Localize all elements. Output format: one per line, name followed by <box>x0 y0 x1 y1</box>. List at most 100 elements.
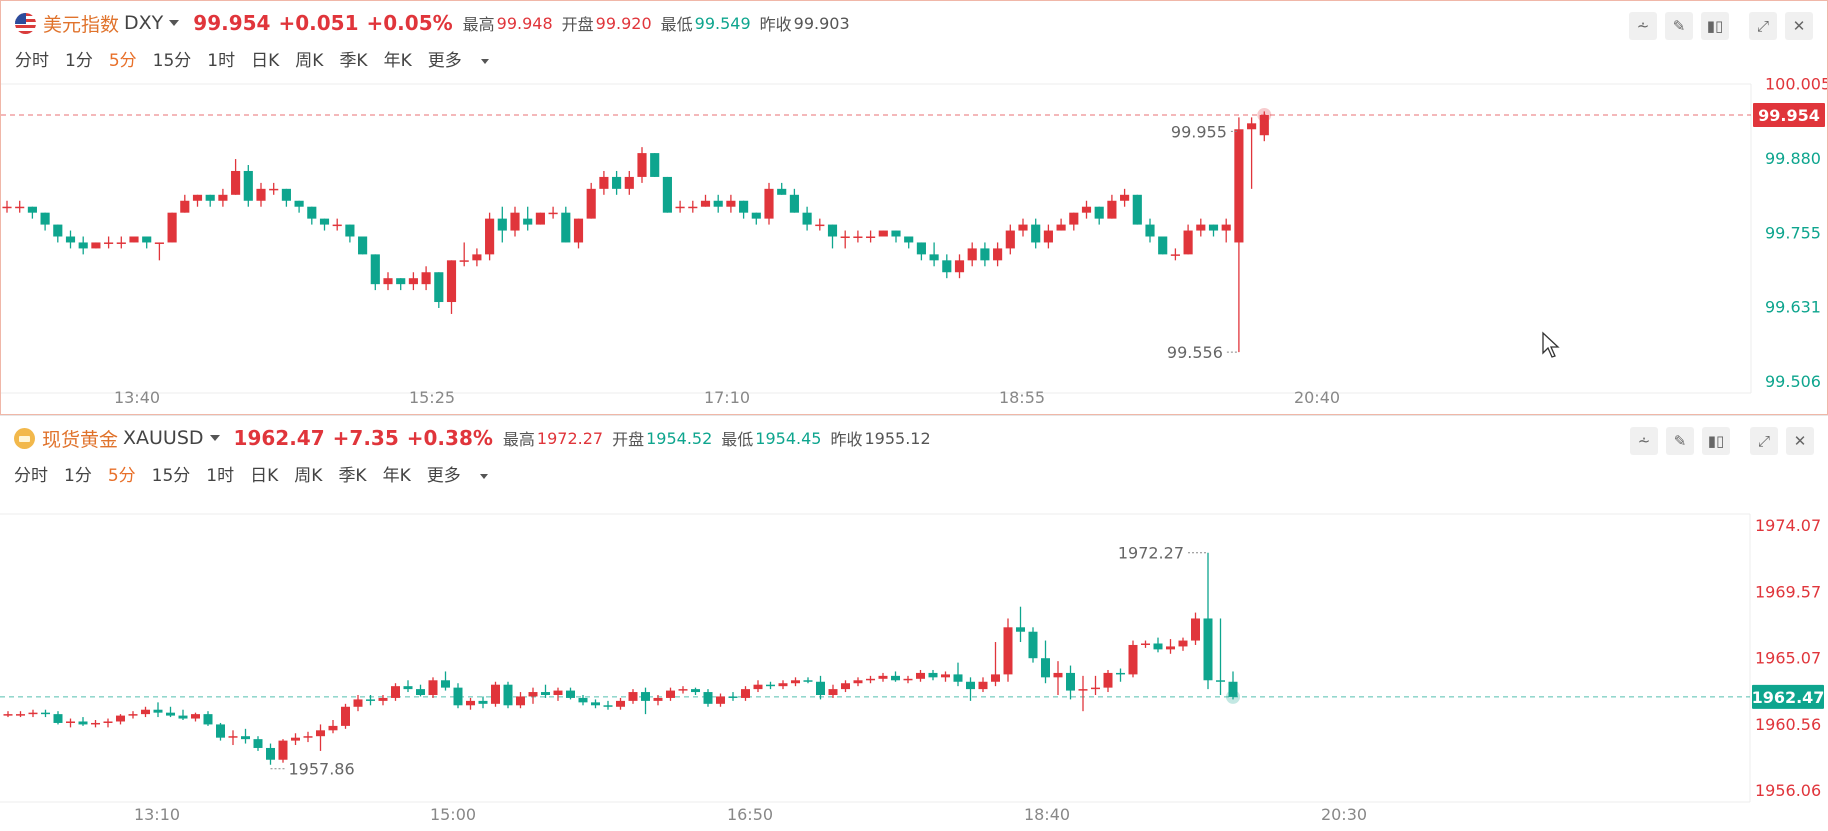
draw-button[interactable]: ✎ <box>1666 427 1694 455</box>
tab-period[interactable]: 分时 <box>15 51 49 71</box>
candle-body <box>803 680 813 682</box>
y-tick-label: 1969.57 <box>1755 582 1821 601</box>
tab-period[interactable]: 年K <box>383 51 412 71</box>
low-value: 99.549 <box>694 13 751 33</box>
candle-body <box>256 188 266 201</box>
tab-period[interactable]: 1时 <box>206 466 235 486</box>
candle-body <box>1183 230 1193 255</box>
candle-type-button[interactable]: ▮▯ <box>1701 12 1729 40</box>
low-annotation-label: 99.556 <box>1167 343 1223 362</box>
candle-body <box>15 206 25 209</box>
candle-body <box>472 254 482 261</box>
candle-body <box>777 188 787 195</box>
candle-body <box>789 194 799 213</box>
candle-body <box>1191 618 1200 641</box>
candle-body <box>891 675 900 681</box>
dxy-candlestick-chart[interactable]: 100.005 99.880 99.755 99.631 99.506 13:40 15:2… <box>1 1 1827 414</box>
chevron-down-icon[interactable] <box>169 20 180 26</box>
tab-period-active[interactable]: 5分 <box>108 51 137 71</box>
y-tick-label: 1965.07 <box>1755 649 1821 668</box>
candle-body <box>269 188 279 191</box>
tab-period[interactable]: 年K <box>382 466 411 486</box>
close-button[interactable]: ✕ <box>1785 12 1813 40</box>
candle-body <box>853 680 863 684</box>
candle-body <box>428 680 438 695</box>
candle-body <box>345 224 355 237</box>
candle-body <box>1228 681 1238 697</box>
candle-body <box>1141 643 1150 645</box>
candle-body <box>853 236 863 238</box>
candle-body <box>791 680 800 684</box>
tab-period[interactable]: 1分 <box>64 466 92 486</box>
candle-type-button[interactable]: ▮▯ <box>1702 427 1730 455</box>
candle-body <box>510 212 520 231</box>
tab-more-label: 更多 <box>427 51 462 71</box>
candle-body <box>535 212 545 225</box>
tab-more-label: 更多 <box>426 466 461 486</box>
x-tick-label: 16:50 <box>727 805 773 824</box>
low-label: 最低 <box>721 430 754 449</box>
candle-body <box>203 714 213 725</box>
candle-body <box>391 686 400 698</box>
candle-body <box>1003 627 1013 675</box>
candle-body <box>1247 123 1257 130</box>
gold-bar-icon <box>14 427 35 449</box>
tab-period[interactable]: 1时 <box>207 51 236 71</box>
candle-body <box>1158 236 1168 255</box>
price-change-pct: +0.38% <box>406 426 493 450</box>
indicator-button[interactable]: ⩪ <box>1630 427 1658 455</box>
expand-icon: ⤢ <box>1756 17 1769 35</box>
candle-body <box>1043 230 1053 243</box>
close-icon: ✕ <box>1792 17 1806 35</box>
candle-body <box>903 678 913 681</box>
candle-body <box>503 684 513 706</box>
tab-period[interactable]: 15分 <box>152 51 192 71</box>
tab-more[interactable]: 更多 <box>427 461 504 486</box>
instrument-symbol[interactable]: XAUUSD <box>123 427 204 449</box>
indicator-button[interactable]: ⩪ <box>1629 12 1657 40</box>
chevron-down-icon <box>480 58 489 64</box>
expand-button[interactable]: ⤢ <box>1750 427 1778 455</box>
candle-body <box>1221 224 1231 231</box>
high-annotation-label: 99.955 <box>1171 122 1227 141</box>
tab-period[interactable]: 分时 <box>14 466 48 486</box>
instrument-symbol[interactable]: DXY <box>124 12 164 34</box>
tab-period[interactable]: 周K <box>295 51 324 71</box>
mouse-cursor-icon <box>1542 331 1560 358</box>
tab-period[interactable]: 周K <box>294 466 323 486</box>
chevron-down-icon[interactable] <box>209 435 220 441</box>
low-annotation-label: 1957.86 <box>289 760 355 779</box>
us-flag-icon <box>15 12 36 34</box>
tab-period[interactable]: 季K <box>339 51 368 71</box>
y-tick-label: 99.631 <box>1765 297 1821 316</box>
candle-body <box>266 747 275 760</box>
candle-body <box>416 689 425 695</box>
tab-period-active[interactable]: 5分 <box>107 466 136 486</box>
candle-body <box>916 242 926 255</box>
candle-body <box>281 188 291 201</box>
expand-button[interactable]: ⤢ <box>1749 12 1777 40</box>
candle-body <box>441 680 450 688</box>
tab-period[interactable]: 季K <box>338 466 367 486</box>
candle-body <box>1145 224 1155 237</box>
tab-period[interactable]: 1分 <box>65 51 93 71</box>
close-button[interactable]: ✕ <box>1786 427 1814 455</box>
candle-body <box>28 712 38 715</box>
candle-body <box>103 721 113 723</box>
last-candle-glow <box>1226 689 1240 704</box>
candle-body <box>1066 672 1075 691</box>
candle-body <box>778 683 788 687</box>
y-tick-label: 99.880 <box>1765 149 1821 168</box>
candle-body <box>1259 114 1269 136</box>
price-change: +7.35 <box>332 426 399 450</box>
candle-body <box>434 272 444 303</box>
xau-candlestick-chart[interactable]: 1974.07 1969.57 1965.07 1960.56 1956.06 13:10… <box>0 416 1828 831</box>
tab-more[interactable]: 更多 <box>428 46 505 71</box>
draw-button[interactable]: ✎ <box>1665 12 1693 40</box>
candle-body <box>1053 672 1063 678</box>
tab-period[interactable]: 日K <box>251 51 280 71</box>
price-change-pct: +0.05% <box>366 11 453 35</box>
candle-body <box>1078 689 1088 691</box>
tab-period[interactable]: 15分 <box>151 466 191 486</box>
tab-period[interactable]: 日K <box>250 466 279 486</box>
